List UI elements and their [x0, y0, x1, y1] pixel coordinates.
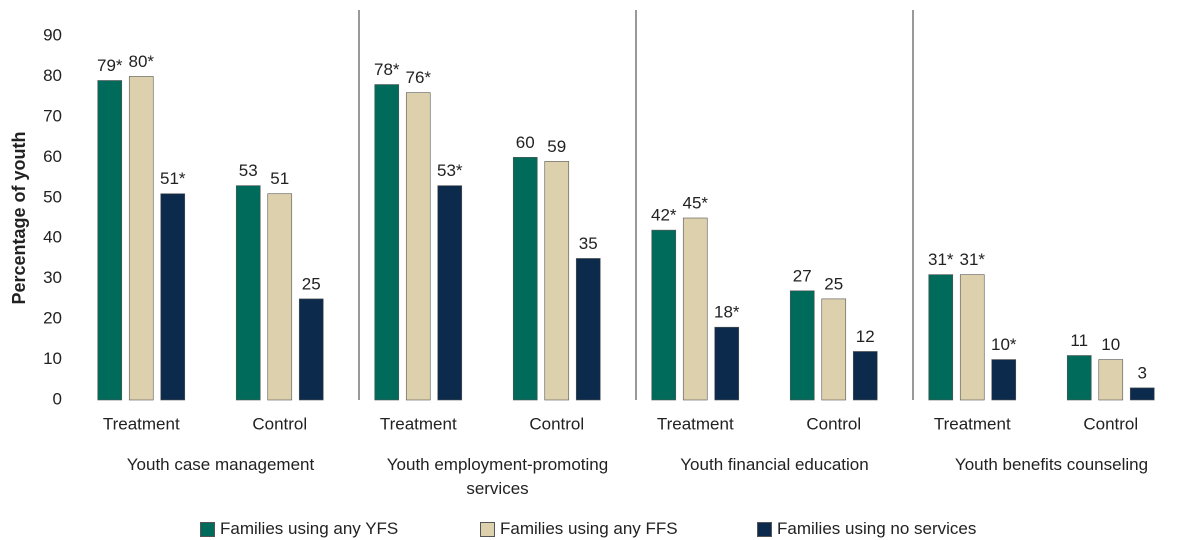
value-label: 35	[579, 234, 598, 253]
bar	[821, 298, 847, 401]
value-label: 18*	[714, 303, 740, 322]
y-axis-label: Percentage of youth	[9, 131, 29, 304]
y-tick-label: 50	[43, 187, 62, 206]
group-label: Youth case management	[126, 455, 315, 474]
y-tick-label: 80	[43, 66, 62, 85]
bar	[1129, 387, 1155, 401]
x-tick-label: Control	[529, 414, 584, 433]
legend-swatch	[200, 521, 215, 537]
bar	[991, 359, 1017, 401]
value-label: 12	[856, 327, 875, 346]
bar	[1098, 359, 1124, 401]
value-label: 53	[239, 161, 258, 180]
bar	[405, 92, 431, 401]
x-tick-label: Control	[1083, 414, 1138, 433]
bar	[267, 193, 293, 401]
y-tick-label: 70	[43, 106, 62, 125]
x-tick-label: Treatment	[657, 414, 734, 433]
bar	[789, 290, 815, 401]
bar	[544, 161, 570, 401]
y-tick-label: 0	[53, 389, 62, 408]
bar	[714, 326, 740, 401]
value-label: 80*	[128, 52, 154, 71]
value-label: 10	[1101, 335, 1120, 354]
y-tick-label: 20	[43, 309, 62, 328]
value-label: 60	[516, 133, 535, 152]
bar	[437, 185, 463, 401]
bar	[959, 274, 985, 401]
value-label: 27	[793, 266, 812, 285]
value-label: 53*	[437, 161, 463, 180]
bar	[235, 185, 261, 401]
value-label: 42*	[651, 206, 677, 225]
value-label: 25	[302, 274, 321, 293]
y-tick-label: 60	[43, 147, 62, 166]
bar	[928, 274, 954, 401]
legend-label: Families using any FFS	[500, 519, 678, 538]
legend-label: Families using any YFS	[220, 519, 399, 538]
y-tick-label: 40	[43, 228, 62, 247]
legend-label: Families using no services	[777, 519, 977, 538]
value-label: 45*	[682, 193, 708, 212]
group-label: Youth employment-promoting services	[386, 455, 609, 498]
bar	[512, 157, 538, 401]
bar	[298, 298, 324, 401]
value-label: 51	[270, 169, 289, 188]
x-tick-label: Control	[806, 414, 861, 433]
bar	[160, 193, 186, 401]
legend-item: Families using any YFS	[200, 519, 398, 539]
x-tick-label: Control	[252, 414, 307, 433]
y-tick-label: 30	[43, 268, 62, 287]
value-label: 76*	[405, 68, 431, 87]
bar	[128, 76, 154, 401]
legend-swatch	[480, 521, 495, 537]
x-tick-label: Treatment	[934, 414, 1011, 433]
bar	[97, 80, 123, 401]
bar	[852, 351, 878, 401]
bar	[374, 84, 400, 401]
group-label: Youth financial education	[680, 455, 869, 474]
value-label: 11	[1070, 331, 1088, 350]
legend-swatch	[757, 521, 772, 537]
bar	[1066, 355, 1092, 401]
value-label: 59	[547, 137, 566, 156]
value-label: 31*	[928, 250, 954, 269]
value-label: 79*	[97, 56, 123, 75]
x-tick-label: Treatment	[103, 414, 180, 433]
value-label: 31*	[959, 250, 985, 269]
legend-item: Families using no services	[757, 519, 976, 539]
value-label: 25	[824, 274, 843, 293]
x-tick-label: Treatment	[380, 414, 457, 433]
group-label: Youth benefits counseling	[954, 455, 1149, 474]
value-label: 3	[1138, 363, 1147, 382]
bar	[575, 258, 601, 401]
y-tick-label: 10	[43, 349, 62, 368]
y-tick-label: 90	[43, 25, 62, 44]
value-label: 10*	[991, 335, 1017, 354]
bar	[651, 229, 677, 401]
value-label: 78*	[374, 60, 400, 79]
bar	[682, 217, 708, 401]
legend-item: Families using any FFS	[480, 519, 678, 539]
value-label: 51*	[160, 169, 186, 188]
